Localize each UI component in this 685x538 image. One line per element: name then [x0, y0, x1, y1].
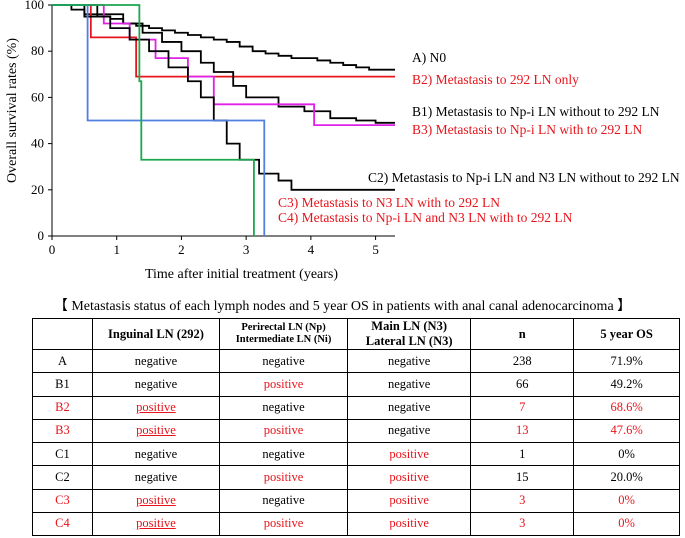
- header-inguinal: Inguinal LN (292): [91, 318, 221, 350]
- cell-n: 1: [470, 441, 575, 467]
- cell-inguinal: negative: [91, 348, 221, 374]
- header-group: [32, 318, 93, 350]
- table-header-row: Inguinal LN (292) Perirectal LN (Np) Int…: [32, 318, 680, 350]
- header-n3-line1: Main LN (N3): [371, 319, 447, 333]
- cell-n3: negative: [347, 372, 472, 397]
- cell-os: 68.6%: [573, 395, 680, 420]
- cell-group: B2: [32, 395, 93, 420]
- curve-6: [52, 4, 266, 236]
- header-perirectal: Perirectal LN (Np) Intermediate LN (Ni): [219, 318, 349, 350]
- cell-group: C2: [32, 465, 93, 490]
- x-tick-label: 0: [49, 242, 56, 257]
- cell-n: 13: [470, 418, 575, 444]
- table-row: C1 negative negative positive 1 0%: [32, 441, 680, 467]
- cell-np: positive: [219, 511, 349, 537]
- cell-inguinal: positive: [91, 418, 221, 444]
- curve-5: [52, 4, 395, 191]
- curve-label-3: B1) Metastasis to Np-i LN without to 292…: [412, 104, 660, 119]
- curve-4: [52, 4, 395, 127]
- cell-inguinal: positive: [91, 488, 221, 513]
- curve-label-4: B3) Metastasis to Np-i LN with to 292 LN: [412, 122, 642, 137]
- cell-inguinal: negative: [91, 372, 221, 397]
- curve-7: [52, 4, 255, 236]
- curve-label-2: B2) Metastasis to 292 LN only: [412, 72, 579, 87]
- cell-n3: negative: [347, 395, 472, 420]
- cell-os: 0%: [573, 511, 680, 537]
- cell-n: 238: [470, 348, 575, 374]
- cell-np: positive: [219, 465, 349, 490]
- survival-chart: 0 1 2 3 4 5 0 20 40 60 80 100 Time after initial tre…: [5, 0, 680, 282]
- y-tick-label: 80: [31, 43, 44, 58]
- cell-np: negative: [219, 488, 349, 513]
- x-tick-label: 3: [243, 242, 250, 257]
- header-n3: Main LN (N3) Lateral LN (N3): [347, 318, 472, 350]
- y-tick-label: 100: [25, 0, 45, 12]
- y-tick-label: 20: [31, 182, 44, 197]
- y-axis-title: Overall survival rates (%): [5, 38, 20, 183]
- cell-n3: positive: [347, 441, 472, 467]
- y-tick-label: 40: [31, 136, 44, 151]
- cell-n3: positive: [347, 488, 472, 513]
- x-tick-label: 1: [113, 242, 120, 257]
- y-tick-label: 0: [38, 228, 45, 243]
- cell-inguinal: negative: [91, 465, 221, 490]
- cell-np: negative: [219, 441, 349, 467]
- table-row: C2 negative positive positive 15 20.0%: [32, 465, 680, 490]
- table-row: C3 positive negative positive 3 0%: [32, 488, 680, 513]
- cell-inguinal: positive: [91, 511, 221, 537]
- cell-os: 49.2%: [573, 372, 680, 397]
- cell-n: 3: [470, 488, 575, 513]
- cell-group: B1: [32, 372, 93, 397]
- cell-os: 0%: [573, 441, 680, 467]
- curve-1: [52, 4, 395, 71]
- table-row: B2 positive negative negative 7 68.6%: [32, 395, 680, 420]
- cell-np: negative: [219, 395, 349, 420]
- cell-np: positive: [219, 372, 349, 397]
- cell-group: C3: [32, 488, 93, 513]
- x-tick-label: 5: [372, 242, 379, 257]
- cell-np: negative: [219, 348, 349, 374]
- table-row: B3 positive positive negative 13 47.6%: [32, 418, 680, 444]
- cell-os: 0%: [573, 488, 680, 513]
- cell-os: 20.0%: [573, 465, 680, 490]
- cell-n: 66: [470, 372, 575, 397]
- cell-np: positive: [219, 418, 349, 444]
- cell-n3: negative: [347, 348, 472, 374]
- table-row: C4 positive positive positive 3 0%: [32, 511, 680, 537]
- header-perirectal-line2: Intermediate LN (Ni): [235, 334, 332, 345]
- header-os: 5 year OS: [573, 318, 680, 350]
- cell-os: 47.6%: [573, 418, 680, 444]
- os-table: Inguinal LN (292) Perirectal LN (Np) Int…: [32, 318, 680, 537]
- cell-inguinal: positive: [91, 395, 221, 420]
- cell-n: 7: [470, 395, 575, 420]
- cell-n: 15: [470, 465, 575, 490]
- curve-label-5: C2) Metastasis to Np-i LN and N3 LN with…: [368, 170, 680, 185]
- header-perirectal-line1: Perirectal LN (Np): [241, 322, 326, 333]
- cell-group: C4: [32, 511, 93, 537]
- cell-group: A: [32, 348, 93, 374]
- cell-n3: negative: [347, 418, 472, 444]
- cell-group: B3: [32, 418, 93, 444]
- header-n3-line2: Lateral LN (N3): [365, 334, 453, 348]
- x-tick-label: 4: [308, 242, 315, 257]
- x-axis-title: Time after initial treatment (years): [145, 267, 338, 282]
- curve-label-7: C4) Metastasis to Np-i LN and N3 LN with…: [278, 210, 573, 225]
- table-caption: 【 Metastasis status of each lymph nodes …: [53, 299, 632, 314]
- y-tick-label: 60: [31, 89, 44, 104]
- cell-n: 3: [470, 511, 575, 537]
- x-tick-label: 2: [178, 242, 185, 257]
- table-row: B1 negative positive negative 66 49.2%: [32, 372, 680, 397]
- header-n: n: [470, 318, 575, 350]
- curve-label-6: C3) Metastasis to N3 LN with to 292 LN: [278, 195, 500, 210]
- cell-inguinal: negative: [91, 441, 221, 467]
- cell-group: C1: [32, 441, 93, 467]
- cell-n3: positive: [347, 465, 472, 490]
- cell-n3: positive: [347, 511, 472, 537]
- cell-os: 71.9%: [573, 348, 680, 374]
- curve-label-1: A) N0: [412, 50, 446, 65]
